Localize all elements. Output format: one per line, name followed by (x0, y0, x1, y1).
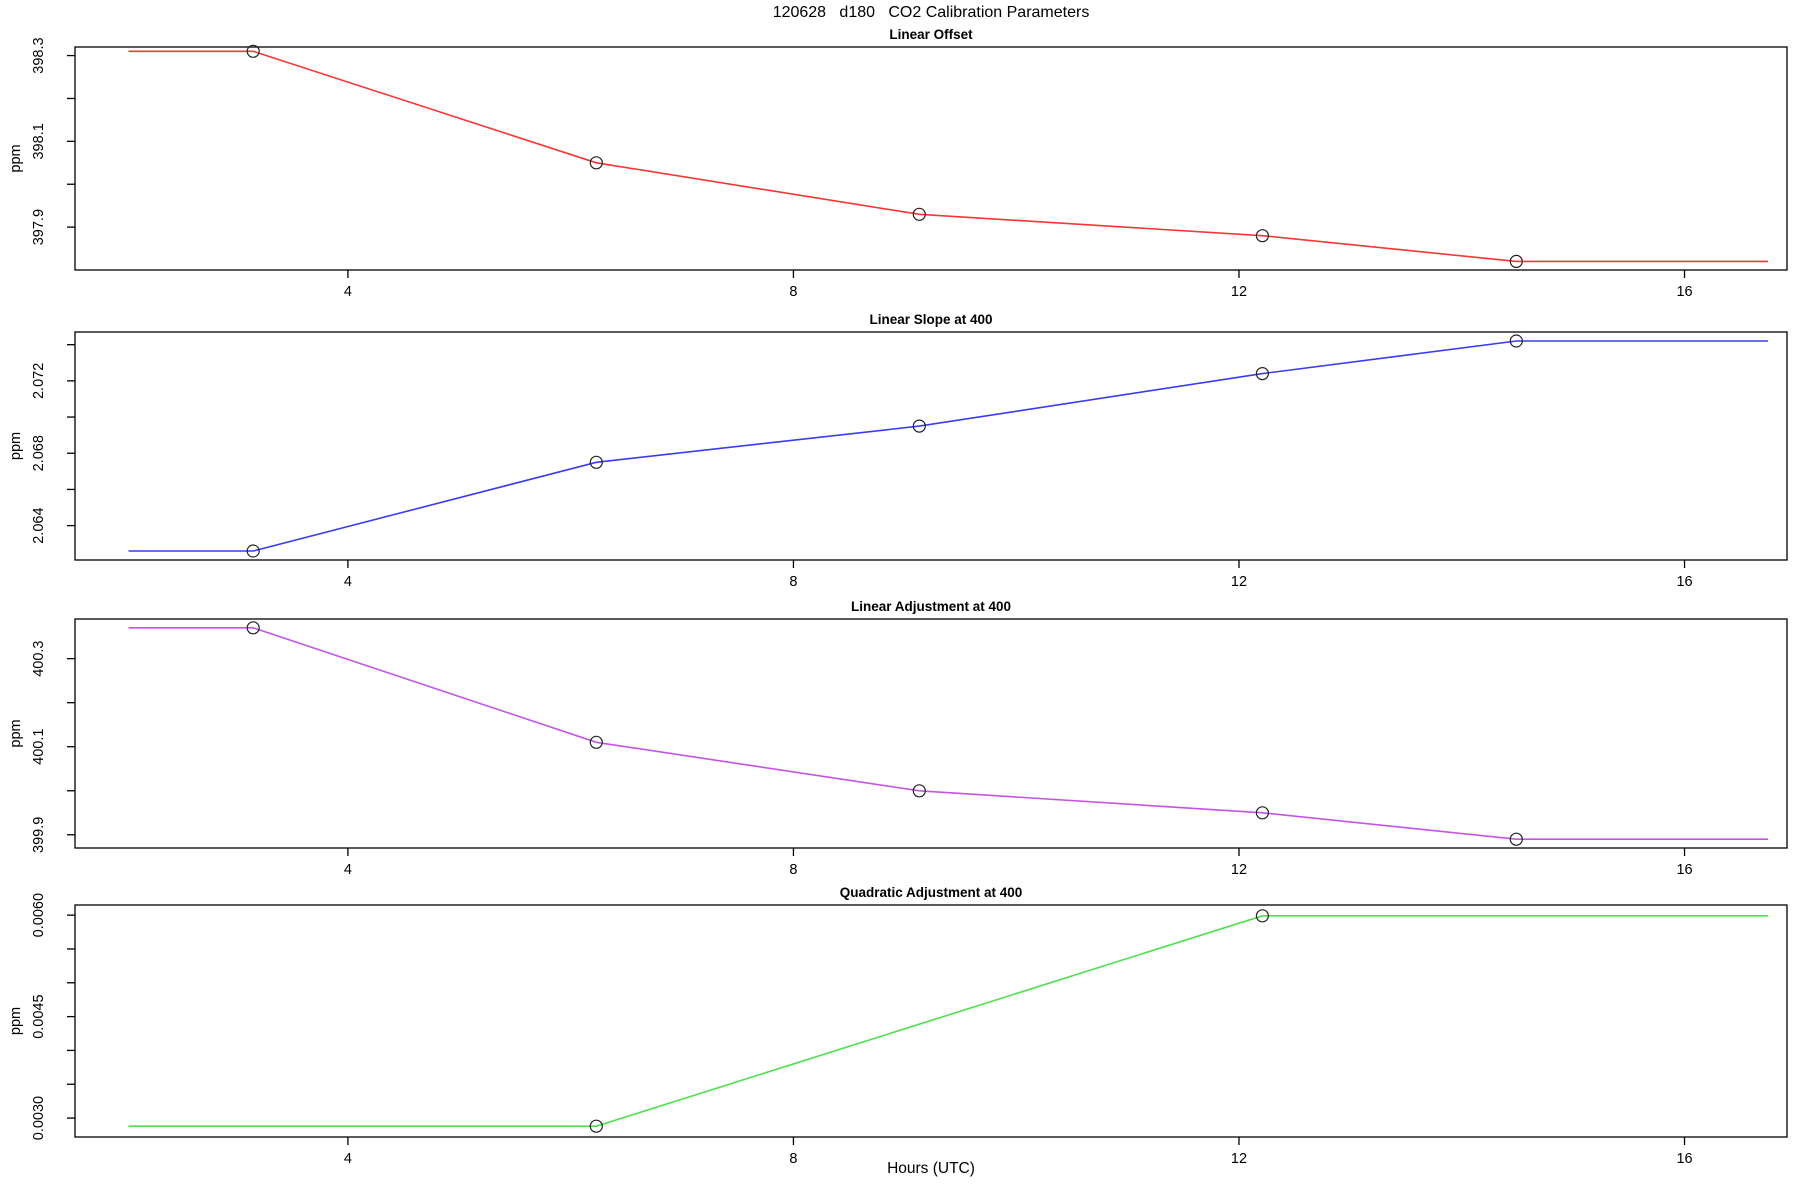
y-axis-label: ppm (8, 719, 24, 747)
data-point (912, 419, 926, 433)
data-point (246, 544, 260, 558)
y-tick-label: 400.3 (31, 640, 47, 676)
data-point (1255, 229, 1270, 243)
y-tick-label: 2.068 (31, 435, 47, 471)
data-point (1255, 909, 1270, 923)
panel-title: Quadratic Adjustment at 400 (840, 885, 1023, 900)
y-tick-label: 398.3 (31, 37, 47, 73)
y-tick-label: 398.1 (31, 123, 47, 159)
panel-linear-adjustment-at-400: Linear Adjustment at 400 4 8 12 16 399.9 400.1… (8, 599, 1788, 878)
data-line (128, 50, 1769, 263)
panel-quadratic-adjustment-at-400: Quadratic Adjustment at 400 4 8 12 16 0.0030 0… (8, 885, 1788, 1167)
x-axis-label: Hours (UTC) (887, 1160, 975, 1177)
x-tick-label: 8 (789, 862, 797, 878)
x-tick-label: 4 (344, 1151, 352, 1167)
x-tick-label: 16 (1676, 1151, 1692, 1167)
plot-box (74, 618, 1788, 849)
y-tick-label: 399.9 (31, 817, 47, 853)
x-tick-label: 8 (789, 1151, 797, 1167)
x-tick-label: 4 (344, 862, 352, 878)
data-line (128, 914, 1769, 1127)
x-tick-label: 8 (789, 574, 797, 590)
plot-box (74, 331, 1788, 561)
plot-box (74, 46, 1788, 271)
panel-title: Linear Slope at 400 (869, 312, 992, 327)
x-tick-label: 16 (1676, 284, 1692, 300)
data-point (1509, 832, 1523, 846)
y-tick-label: 2.064 (31, 507, 47, 543)
data-point (1509, 254, 1523, 268)
y-tick-label: 0.0030 (31, 1096, 47, 1140)
data-point (589, 1119, 603, 1133)
y-tick-label: 400.1 (31, 729, 47, 765)
x-tick-label: 4 (344, 574, 352, 590)
panel-title: Linear Adjustment at 400 (851, 599, 1011, 614)
panel-linear-offset: Linear Offset 4 8 12 16 397.9 398.1 398.3 ppm (8, 27, 1788, 300)
data-line (128, 626, 1769, 841)
x-tick-label: 12 (1231, 284, 1247, 300)
data-line (128, 340, 1769, 552)
data-point (912, 784, 926, 798)
panel-title: Linear Offset (889, 27, 973, 42)
data-point (1255, 806, 1270, 820)
y-axis-label: ppm (8, 144, 24, 172)
x-tick-label: 12 (1231, 574, 1247, 590)
plot-box (74, 904, 1788, 1138)
x-tick-label: 12 (1231, 1151, 1247, 1167)
x-tick-label: 4 (344, 284, 352, 300)
x-tick-label: 16 (1676, 574, 1692, 590)
y-tick-label: 0.0060 (31, 893, 47, 937)
data-point (589, 156, 603, 170)
y-axis-label: ppm (8, 1007, 24, 1035)
x-tick-label: 8 (789, 284, 797, 300)
data-point (589, 455, 603, 469)
data-point (246, 44, 260, 58)
y-tick-label: 2.072 (31, 363, 47, 399)
data-point (246, 621, 260, 635)
y-tick-label: 0.0045 (31, 994, 47, 1038)
data-point (912, 207, 926, 221)
y-axis-label: ppm (8, 432, 24, 460)
x-tick-label: 16 (1676, 862, 1692, 878)
data-point (1255, 367, 1270, 381)
x-tick-label: 12 (1231, 862, 1247, 878)
panel-linear-slope-at-400: Linear Slope at 400 4 8 12 16 2.064 2.068 2.072… (8, 312, 1788, 590)
data-point (1509, 334, 1523, 348)
data-point (589, 735, 603, 749)
y-tick-label: 397.9 (31, 209, 47, 245)
figure-title: 120628 d180 CO2 Calibration Parameters (772, 4, 1090, 21)
